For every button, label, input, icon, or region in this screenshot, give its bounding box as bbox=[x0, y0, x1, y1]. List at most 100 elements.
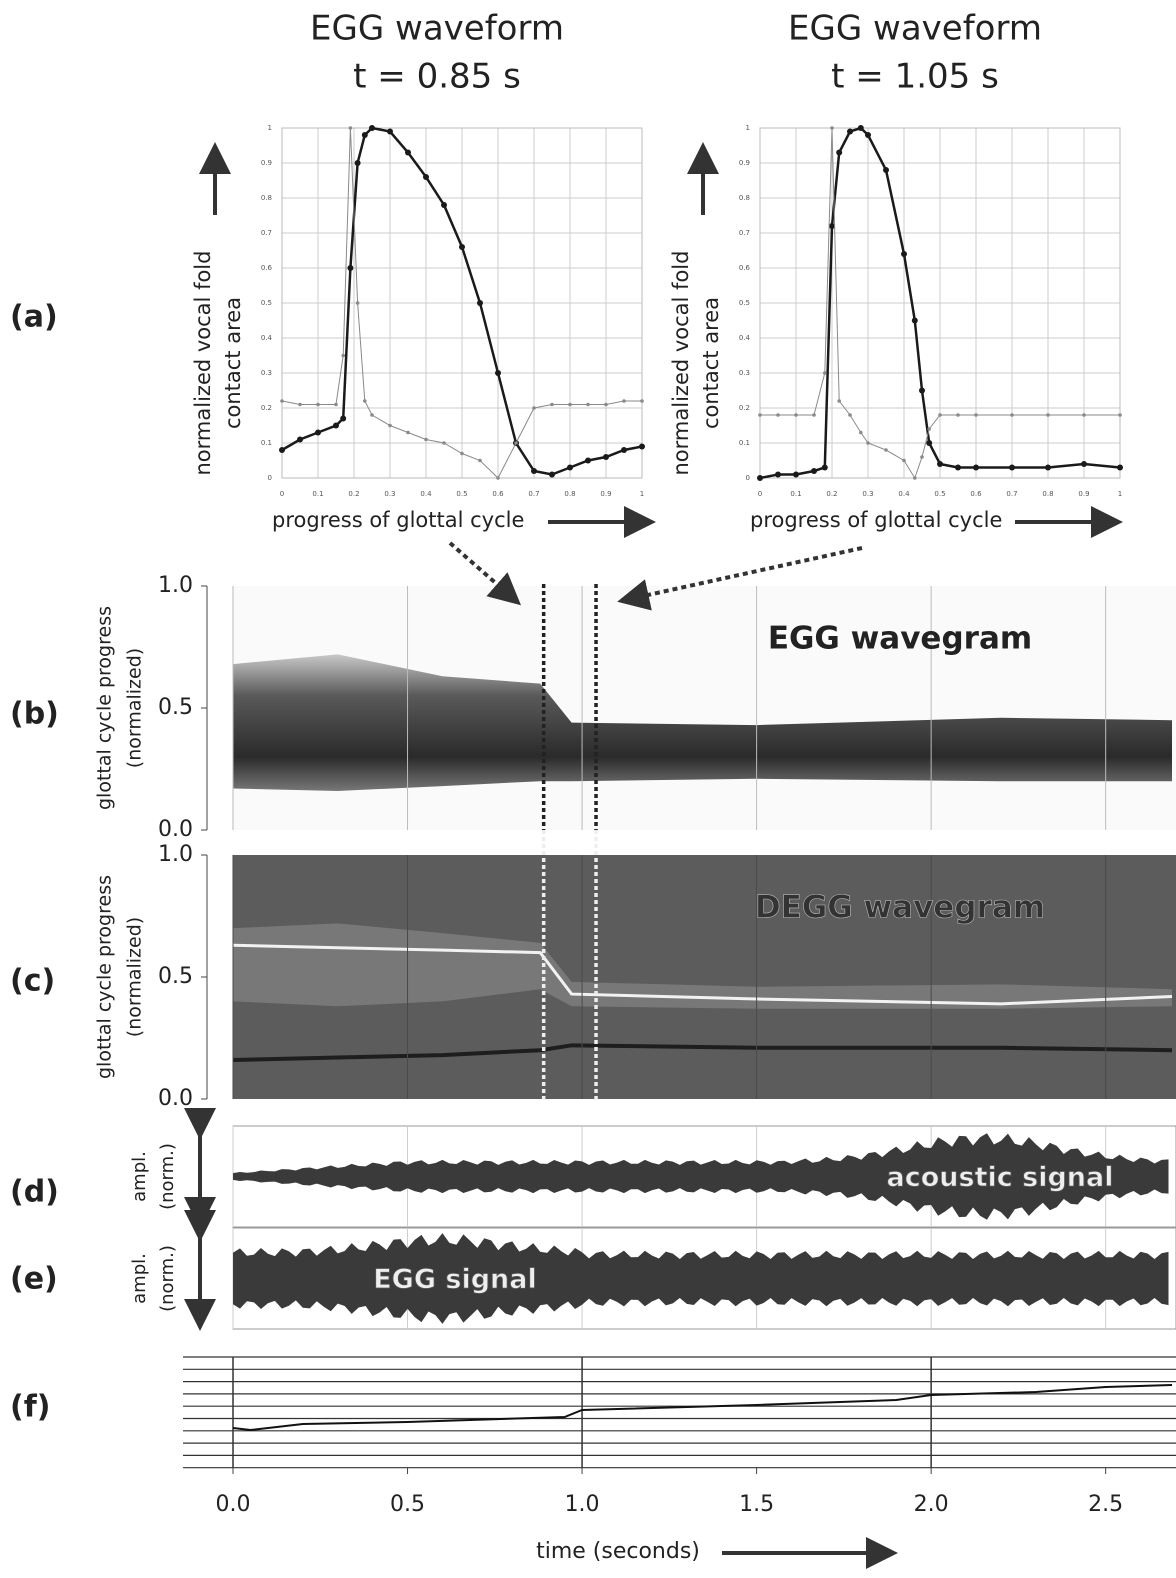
data-point bbox=[406, 430, 410, 435]
y-tick-label: 0.6 bbox=[739, 264, 751, 272]
x-tick-label: 1.5 bbox=[739, 1492, 774, 1517]
data-point bbox=[911, 317, 918, 324]
series-line bbox=[281, 127, 642, 479]
data-point bbox=[531, 468, 537, 474]
data-point bbox=[298, 402, 302, 407]
y-tick-label: 0.5 bbox=[158, 695, 193, 720]
y-tick-label: 0.7 bbox=[261, 229, 272, 237]
data-point bbox=[776, 413, 780, 417]
data-point bbox=[532, 406, 536, 410]
data-point bbox=[829, 223, 835, 229]
x-tick-label: 0.3 bbox=[862, 490, 873, 498]
y-tick-label: 1 bbox=[746, 124, 750, 132]
data-point bbox=[405, 149, 411, 156]
y-tick-label: 0 bbox=[746, 474, 750, 482]
data-point bbox=[811, 468, 817, 474]
data-point bbox=[1118, 413, 1122, 417]
y-tick-label: 0.7 bbox=[739, 229, 750, 237]
data-point bbox=[355, 301, 360, 305]
data-point bbox=[361, 132, 368, 138]
data-point bbox=[884, 448, 888, 452]
pitch-contour bbox=[232, 1384, 1173, 1432]
data-point bbox=[280, 399, 284, 403]
data-point bbox=[902, 458, 906, 463]
data-point bbox=[927, 427, 931, 431]
data-point bbox=[387, 128, 393, 135]
data-point bbox=[341, 353, 346, 358]
data-point bbox=[640, 399, 644, 403]
data-point bbox=[496, 476, 500, 480]
data-point bbox=[920, 455, 924, 459]
data-point bbox=[477, 300, 483, 306]
data-point bbox=[1010, 413, 1014, 417]
data-point bbox=[603, 454, 609, 460]
data-point bbox=[1046, 413, 1050, 417]
data-point bbox=[478, 458, 482, 463]
data-point bbox=[859, 430, 863, 435]
data-point bbox=[883, 167, 889, 173]
y-tick-label: 0.4 bbox=[261, 334, 273, 342]
data-point bbox=[775, 471, 781, 478]
data-point bbox=[442, 441, 446, 445]
data-point bbox=[837, 399, 841, 403]
x-tick-label: 0.6 bbox=[492, 490, 504, 498]
panel-label: (d) bbox=[10, 1175, 59, 1210]
y-tick-label: 0.8 bbox=[739, 194, 750, 202]
panel-title: EGG wavegram bbox=[768, 621, 1032, 657]
data-point bbox=[568, 402, 572, 407]
x-tick-label: 0.9 bbox=[1078, 490, 1089, 498]
data-point bbox=[459, 244, 465, 250]
data-point bbox=[1082, 413, 1086, 417]
y-tick-label: 0.0 bbox=[158, 1086, 193, 1111]
y-axis-label: ampl. bbox=[129, 1151, 150, 1202]
signal-envelope bbox=[233, 1133, 1169, 1220]
x-tick-label: 0.1 bbox=[790, 490, 801, 498]
x-tick-label: 0.8 bbox=[1042, 490, 1053, 498]
wavegram-band bbox=[233, 923, 1172, 1009]
data-point bbox=[848, 413, 852, 417]
data-point bbox=[956, 413, 960, 417]
x-tick-label: 1 bbox=[1118, 490, 1122, 498]
x-tick-label: 2.0 bbox=[914, 1492, 949, 1517]
data-point bbox=[1009, 464, 1015, 471]
data-point bbox=[495, 370, 501, 376]
y-axis-label: ampl. bbox=[129, 1253, 150, 1304]
data-point bbox=[622, 399, 626, 403]
y-tick-label: 0.1 bbox=[261, 439, 272, 447]
data-point bbox=[315, 429, 321, 436]
panel-label: (e) bbox=[10, 1262, 58, 1297]
x-tick-label: 0.0 bbox=[216, 1492, 251, 1517]
data-point bbox=[586, 402, 590, 407]
data-point bbox=[441, 202, 447, 208]
y-axis-label: (normalized) bbox=[124, 917, 146, 1037]
x-tick-label: 1 bbox=[640, 490, 644, 498]
y-tick-label: 0.9 bbox=[739, 159, 750, 167]
y-axis-label: (normalized) bbox=[124, 648, 146, 768]
data-point bbox=[354, 160, 361, 166]
data-point bbox=[550, 402, 554, 407]
data-point bbox=[549, 471, 555, 478]
x-tick-label: 0.6 bbox=[970, 490, 982, 498]
data-point bbox=[913, 476, 917, 480]
y-axis-label: glottal cycle progress bbox=[94, 875, 116, 1079]
x-axis-label: time (seconds) bbox=[536, 1539, 700, 1564]
y-axis-label: contact area bbox=[699, 297, 723, 429]
signal-envelope bbox=[233, 1233, 1169, 1324]
y-tick-label: 0.5 bbox=[158, 964, 193, 989]
panel-title: acoustic signal bbox=[887, 1162, 1114, 1193]
x-tick-label: 2.5 bbox=[1088, 1492, 1123, 1517]
data-point bbox=[937, 461, 943, 467]
x-tick-label: 0.2 bbox=[348, 490, 359, 498]
data-point bbox=[333, 422, 339, 429]
data-point bbox=[794, 413, 798, 417]
chart-subtitle: t = 1.05 s bbox=[831, 57, 999, 97]
data-point bbox=[621, 447, 627, 453]
x-tick-label: 0 bbox=[280, 490, 284, 498]
data-point bbox=[866, 441, 870, 445]
panel-title: DEGG wavegram bbox=[755, 890, 1045, 926]
data-point bbox=[1117, 464, 1123, 471]
y-tick-label: 0.5 bbox=[739, 299, 750, 307]
data-point bbox=[567, 464, 573, 471]
y-axis-label: normalized vocal fold bbox=[669, 251, 693, 476]
data-point bbox=[316, 402, 320, 407]
